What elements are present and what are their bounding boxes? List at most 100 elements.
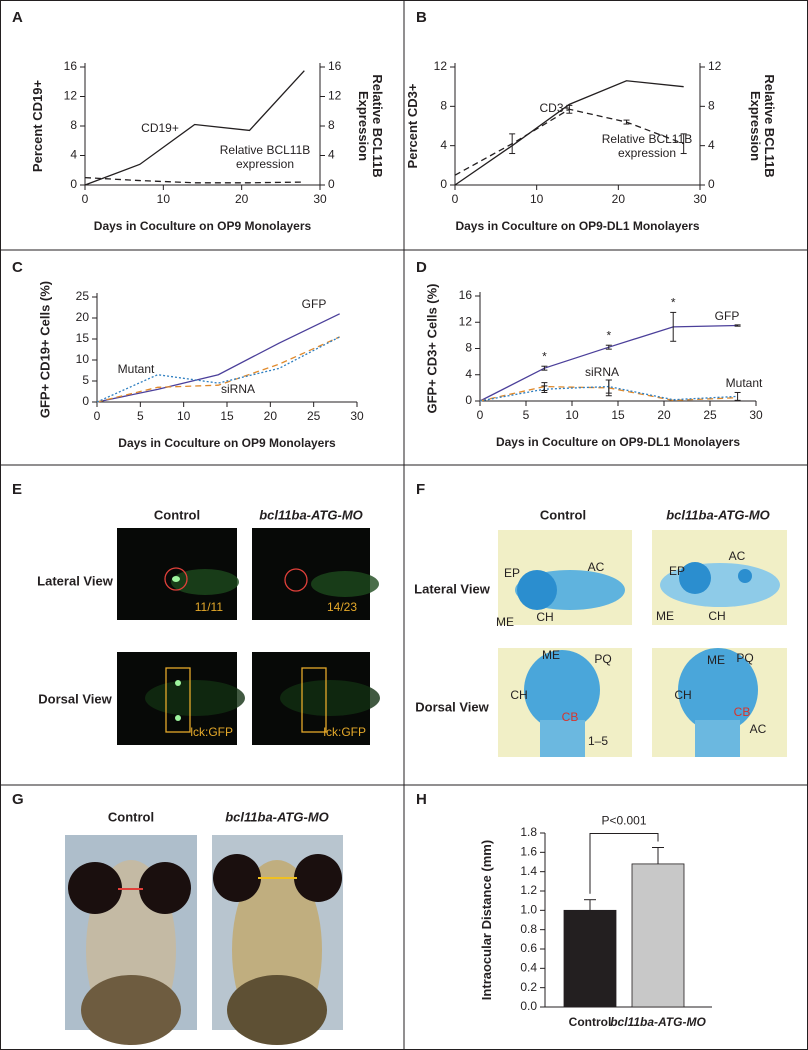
x-tick-label: 0 bbox=[452, 192, 459, 206]
x-tick-label: 10 bbox=[530, 192, 544, 206]
image-label: ME bbox=[707, 653, 725, 667]
y-tick-label: 1.4 bbox=[520, 864, 537, 878]
error-bar bbox=[734, 391, 741, 401]
y-tick-label: 8 bbox=[465, 341, 472, 355]
panel-letter: D bbox=[416, 259, 427, 276]
photo-detail bbox=[311, 571, 379, 597]
y-tick-label: 0 bbox=[82, 394, 89, 408]
photo-detail bbox=[227, 975, 327, 1045]
x-tick-label: 0 bbox=[82, 192, 89, 206]
error-bar bbox=[623, 119, 630, 125]
y-tick-label: 16 bbox=[64, 59, 78, 73]
x-tick-label: 0 bbox=[94, 409, 101, 423]
image-label: 14/23 bbox=[327, 600, 357, 614]
row-header: Lateral View bbox=[414, 581, 491, 596]
x-tick-label: 10 bbox=[157, 192, 171, 206]
series-label-box: CD3+ bbox=[539, 101, 570, 115]
photo-detail bbox=[280, 680, 380, 716]
photo-detail bbox=[175, 715, 181, 721]
y-axis-title-box: GFP+ CD19+ Cells (%) bbox=[37, 281, 52, 418]
y-tick-label: 0 bbox=[70, 177, 77, 191]
y2-axis-title-box: Relative BCL11B Expression bbox=[356, 74, 385, 178]
significance-marker: * bbox=[671, 296, 676, 310]
series-label-box: siRNA bbox=[584, 365, 619, 379]
photo-group bbox=[117, 528, 380, 745]
y-axis-title-box: Intraocular Distance (mm) bbox=[479, 840, 494, 1000]
image-label: CH bbox=[674, 688, 691, 702]
x-tick-label: 30 bbox=[749, 408, 763, 422]
image-label: 1–5 bbox=[588, 734, 608, 748]
y-axis-title: Percent CD19+ bbox=[30, 79, 45, 173]
significance-marker: * bbox=[606, 328, 611, 342]
photo-detail bbox=[165, 667, 191, 733]
photo-detail bbox=[171, 569, 239, 595]
series-label: CD19+ bbox=[141, 121, 179, 135]
y2-tick-label: 12 bbox=[708, 59, 722, 73]
image-label: EP bbox=[504, 566, 520, 580]
x-axis-title: Days in Coculture on OP9-DL1 Monolayers bbox=[496, 435, 740, 449]
x-axis-title: Days in Coculture on OP9-DL1 Monolayers bbox=[455, 219, 699, 233]
x-tick-label: 0 bbox=[477, 408, 484, 422]
image-label: ME bbox=[542, 648, 560, 662]
y-axis-title: Percent CD3+ bbox=[405, 83, 420, 169]
error-bar bbox=[680, 133, 687, 155]
y-tick-label: 12 bbox=[459, 314, 473, 328]
bar bbox=[631, 863, 685, 1008]
data-line bbox=[84, 176, 305, 184]
image-label: lck:GFP bbox=[190, 725, 233, 739]
panel-letter: A bbox=[12, 9, 23, 26]
y-tick-label: 0.2 bbox=[520, 980, 537, 994]
series-label-box: Mutant bbox=[118, 362, 155, 376]
x-tick-label: 20 bbox=[264, 409, 278, 423]
y-tick-label: 16 bbox=[459, 288, 473, 302]
column-header: Control bbox=[540, 507, 586, 522]
data-line bbox=[84, 70, 305, 186]
x-tick-label: 30 bbox=[350, 409, 364, 423]
x-tick-label: 10 bbox=[177, 409, 191, 423]
series-label-box: Relative BCL11B expression bbox=[220, 143, 311, 171]
series-label: Mutant bbox=[725, 376, 763, 390]
x-tick-label: 25 bbox=[307, 409, 321, 423]
photo-detail bbox=[175, 680, 181, 686]
panel-letter: H bbox=[416, 791, 427, 808]
y-axis-title-box: GFP+ CD3+ Cells (%) bbox=[424, 283, 439, 413]
y2-axis-title: Relative BCL11B Expression bbox=[356, 74, 385, 178]
y-tick-label: 25 bbox=[76, 289, 90, 303]
photo-detail bbox=[524, 650, 600, 730]
x-axis-title: Days in Coculture on OP9 Monolayers bbox=[118, 436, 336, 450]
photo-detail bbox=[145, 680, 245, 716]
x-tick-label: 15 bbox=[220, 409, 234, 423]
error-bar bbox=[670, 311, 677, 342]
column-header: bcl11ba-ATG-MO bbox=[225, 809, 329, 824]
data-line bbox=[96, 336, 340, 403]
significance-bracket bbox=[589, 833, 659, 894]
error-bar bbox=[509, 133, 516, 155]
x-tick-label: 15 bbox=[611, 408, 625, 422]
y-tick-label: 5 bbox=[82, 373, 89, 387]
y-tick-label: 0.0 bbox=[520, 999, 537, 1013]
x-tick-label: 30 bbox=[313, 192, 327, 206]
y-tick-label: 1.8 bbox=[520, 825, 537, 839]
y-tick-label: 10 bbox=[76, 352, 90, 366]
photo-detail bbox=[172, 576, 180, 582]
photo-detail bbox=[540, 720, 585, 757]
photo-detail bbox=[139, 862, 191, 914]
x-tick-label: 5 bbox=[523, 408, 530, 422]
image-label: CH bbox=[536, 610, 553, 624]
error-bar bbox=[541, 365, 548, 371]
y-tick-label: 4 bbox=[465, 367, 472, 381]
series-label: siRNA bbox=[584, 365, 619, 379]
data-line bbox=[96, 313, 340, 403]
photo-detail bbox=[695, 720, 740, 757]
image-label: ME bbox=[496, 615, 514, 629]
y-tick-label: 12 bbox=[434, 59, 448, 73]
photo-detail bbox=[284, 568, 308, 592]
panel-letter: E bbox=[12, 481, 22, 498]
significance-label: P<0.001 bbox=[601, 814, 646, 828]
y2-tick-label: 4 bbox=[328, 148, 335, 162]
y-tick-label: 12 bbox=[64, 89, 78, 103]
row-header: Dorsal View bbox=[415, 699, 489, 714]
significance-marker: * bbox=[542, 349, 547, 363]
x-tick-label: 5 bbox=[137, 409, 144, 423]
